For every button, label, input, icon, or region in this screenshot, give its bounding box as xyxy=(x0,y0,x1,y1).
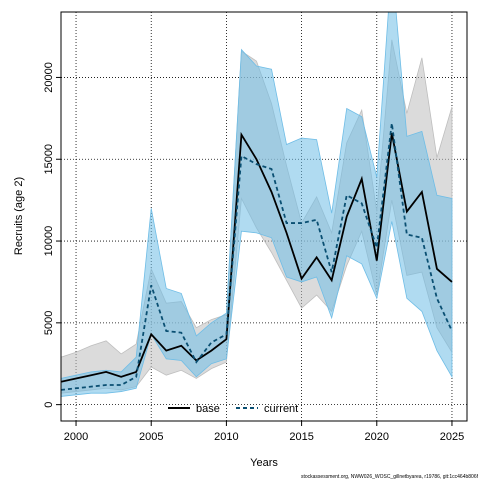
legend-label-base: base xyxy=(196,403,220,415)
legend-label-current: current xyxy=(264,403,298,415)
legend: base current xyxy=(168,403,298,415)
series-lines xyxy=(61,123,453,391)
y-tick-label: 10000 xyxy=(43,226,55,257)
x-tick-label: 2010 xyxy=(214,431,238,443)
y-axis-title: Recruits (age 2) xyxy=(13,177,25,255)
x-tick-label: 2025 xyxy=(440,431,464,443)
y-tick-label: 0 xyxy=(43,402,55,408)
footnote: stockassessment.org, NWW026_WOSC_gillnet… xyxy=(301,474,479,480)
x-tick-label: 2015 xyxy=(289,431,313,443)
x-axis-title: Years xyxy=(250,457,278,469)
y-tick-label: 20000 xyxy=(43,62,55,93)
confidence-bands xyxy=(61,12,453,397)
y-tick-label: 5000 xyxy=(43,311,55,335)
series-line-base xyxy=(61,131,453,383)
confidence-band-current xyxy=(61,12,453,397)
y-tick-label: 15000 xyxy=(43,144,55,175)
x-tick-label: 2005 xyxy=(139,431,163,443)
series-line-current xyxy=(61,123,453,391)
axes: 2000 2005 2010 2015 2020 2025 0 5000 10000 15000 2… xyxy=(43,62,464,443)
x-tick-label: 2020 xyxy=(365,431,389,443)
x-tick-label: 2000 xyxy=(64,431,88,443)
plot-frame xyxy=(60,11,468,422)
